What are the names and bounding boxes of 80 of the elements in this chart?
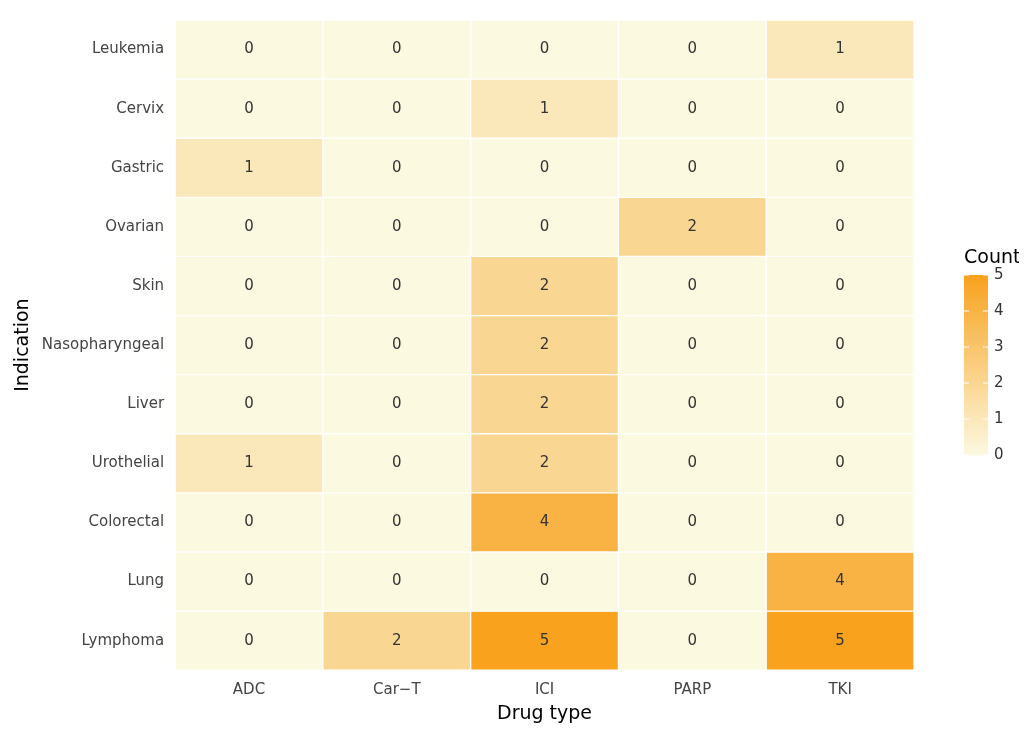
y-tick-label: Skin <box>132 275 165 294</box>
data-label: 0 <box>687 453 698 472</box>
data-label: 2 <box>687 216 698 235</box>
data-label: 1 <box>244 453 254 472</box>
data-label: 0 <box>539 571 550 590</box>
y-tick-label: Leukemia <box>91 39 165 58</box>
data-label: 0 <box>391 571 402 590</box>
data-label: 0 <box>391 334 402 353</box>
y-tick-label: Urothelial <box>91 453 165 472</box>
color-bar-label: 3 <box>994 336 1004 355</box>
y-tick-label: Liver <box>127 394 165 413</box>
color-bar-label: 5 <box>994 264 1004 283</box>
y-tick-label: Nasopharyngeal <box>41 334 165 353</box>
data-label: 0 <box>687 157 698 176</box>
data-label: 0 <box>244 512 254 531</box>
color-bar-label: 2 <box>994 372 1004 391</box>
x-tick-label: ICI <box>534 680 555 699</box>
data-label: 0 <box>835 157 845 176</box>
color-bar-label: 1 <box>994 408 1004 427</box>
color-bar-label: 4 <box>994 300 1004 319</box>
data-label: 0 <box>244 630 254 649</box>
x-tick-label: Car−T <box>372 680 422 699</box>
data-label: 0 <box>391 512 402 531</box>
data-label: 4 <box>835 571 845 590</box>
data-label: 0 <box>835 512 845 531</box>
data-label: 0 <box>539 39 550 58</box>
data-label: 5 <box>539 630 550 649</box>
data-label: 0 <box>391 394 402 413</box>
data-label: 0 <box>835 453 845 472</box>
data-label: 0 <box>687 98 698 117</box>
color-bar-title: Count <box>964 245 1021 267</box>
data-label: 0 <box>391 275 402 294</box>
data-label: 0 <box>835 275 845 294</box>
data-label: 0 <box>687 334 698 353</box>
y-tick-label: Lymphoma <box>81 630 165 649</box>
y-tick-label: Gastric <box>110 157 165 176</box>
y-tick-label: Lung <box>127 571 165 590</box>
data-label: 0 <box>835 334 845 353</box>
data-label: 4 <box>539 512 550 531</box>
y-axis-title: Indication <box>10 298 33 392</box>
data-label: 0 <box>244 334 254 353</box>
data-label: 0 <box>835 98 845 117</box>
data-label: 0 <box>244 394 254 413</box>
data-label: 0 <box>244 39 254 58</box>
data-label: 1 <box>835 39 845 58</box>
data-label: 2 <box>539 275 550 294</box>
data-label: 0 <box>391 157 402 176</box>
data-label: 0 <box>391 98 402 117</box>
x-tick-label: ADC <box>232 680 266 699</box>
data-label: 0 <box>391 453 402 472</box>
data-label: 0 <box>835 216 845 235</box>
data-label: 5 <box>835 630 845 649</box>
data-label: 0 <box>244 216 254 235</box>
data-label: 0 <box>539 216 550 235</box>
x-tick-label: TKI <box>827 680 852 699</box>
data-label: 0 <box>687 512 698 531</box>
color-bar-label: 0 <box>994 444 1004 463</box>
y-tick-label: Ovarian <box>105 216 165 235</box>
x-tick-label: PARP <box>673 680 712 699</box>
data-label: 1 <box>244 157 254 176</box>
x-axis-title: Drug type <box>497 700 593 723</box>
data-label: 1 <box>539 98 550 117</box>
data-label: 0 <box>391 216 402 235</box>
data-label: 2 <box>539 394 550 413</box>
data-label: 0 <box>244 275 254 294</box>
y-tick-label: Colorectal <box>88 512 165 531</box>
data-label: 0 <box>244 98 254 117</box>
data-label: 0 <box>687 275 698 294</box>
data-label: 2 <box>391 630 402 649</box>
data-label: 0 <box>687 394 698 413</box>
y-tick-label: Cervix <box>116 98 165 117</box>
data-label: 0 <box>835 394 845 413</box>
data-label: 0 <box>244 571 254 590</box>
data-label: 2 <box>539 334 550 353</box>
data-label: 0 <box>391 39 402 58</box>
data-label: 2 <box>539 453 550 472</box>
data-label: 0 <box>539 157 550 176</box>
data-label: 0 <box>687 630 698 649</box>
data-label: 0 <box>687 39 698 58</box>
data-label: 0 <box>687 571 698 590</box>
